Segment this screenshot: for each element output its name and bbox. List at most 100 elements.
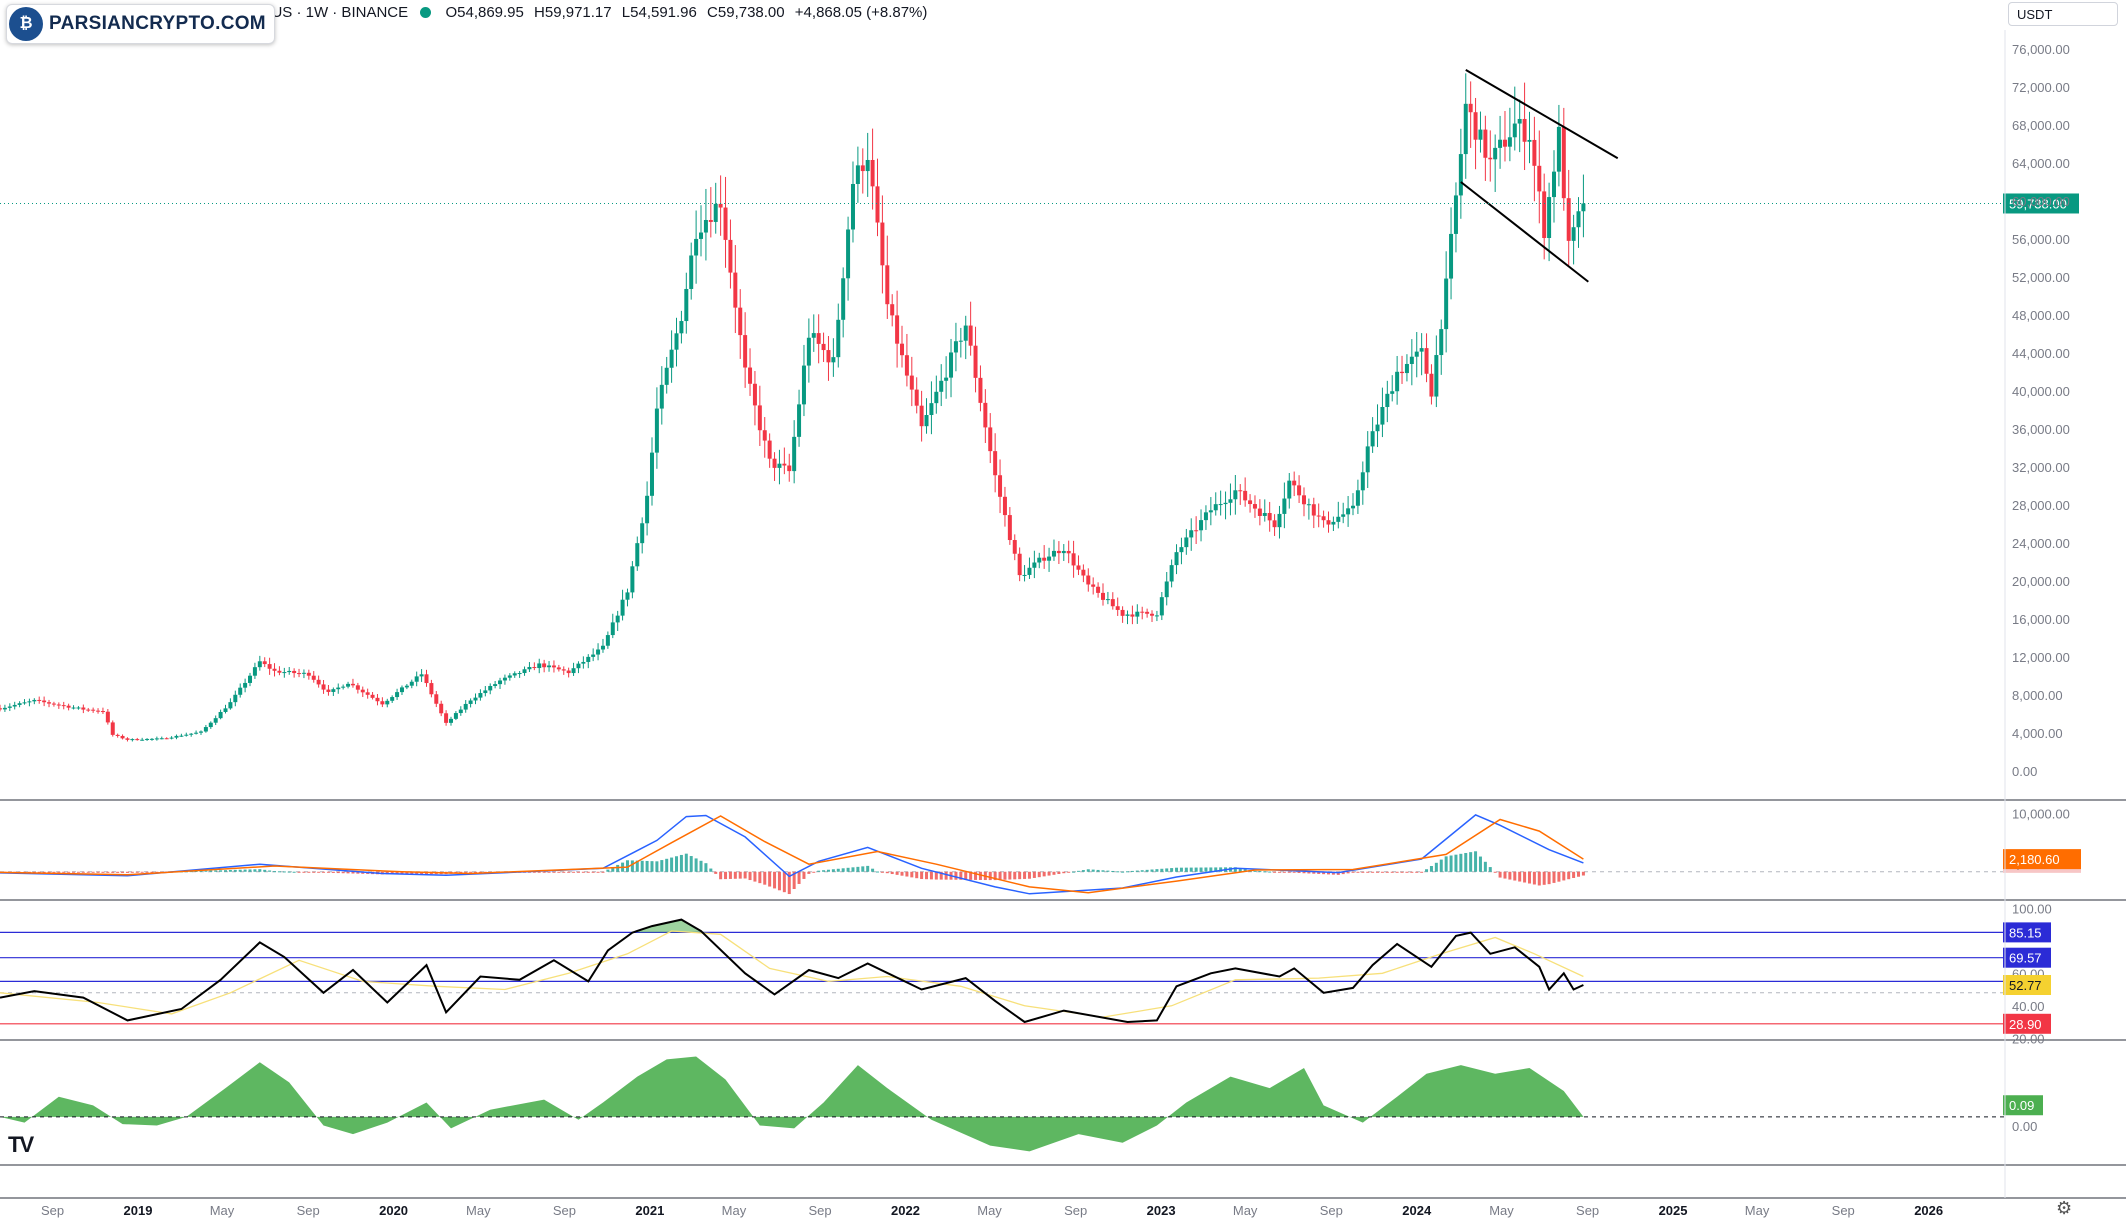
candle-body bbox=[1140, 611, 1145, 613]
candle-body bbox=[1419, 348, 1424, 352]
macd-histogram-bar bbox=[1537, 871, 1541, 886]
candle-body bbox=[757, 405, 762, 431]
candle-body bbox=[1194, 530, 1199, 532]
oscillator-value-label-bg bbox=[2003, 1095, 2043, 1116]
macd-histogram-bar bbox=[763, 871, 767, 885]
candle-body bbox=[1032, 562, 1037, 568]
oscillator-pane[interactable]: 0.00 0.09 bbox=[0, 1056, 2043, 1152]
candle-body bbox=[576, 663, 581, 669]
rsi-line bbox=[0, 918, 1584, 1024]
candle-body bbox=[1512, 123, 1517, 138]
macd-histogram-bar bbox=[988, 871, 992, 881]
candle-body bbox=[47, 702, 52, 704]
macd-histogram-bar bbox=[1420, 871, 1424, 873]
macd-histogram-bar bbox=[704, 863, 708, 872]
macd-histogram-bar bbox=[1513, 871, 1517, 881]
candle-body bbox=[1164, 581, 1169, 598]
macd-histogram-bar bbox=[871, 868, 875, 872]
time-tick-label: May bbox=[722, 1203, 747, 1218]
macd-histogram-bar bbox=[890, 871, 894, 875]
candle-body bbox=[934, 391, 939, 404]
macd-histogram-bar bbox=[135, 871, 139, 873]
macd-histogram-bar bbox=[738, 871, 742, 879]
candle-body bbox=[439, 703, 444, 714]
macd-histogram-bar bbox=[356, 871, 360, 874]
rsi-band-label-bg bbox=[2003, 974, 2051, 995]
candle-body bbox=[321, 684, 326, 690]
candle-body bbox=[1076, 565, 1081, 570]
macd-histogram-bar bbox=[836, 868, 840, 872]
candle-body bbox=[664, 367, 669, 385]
candle-body bbox=[625, 592, 630, 600]
macd-histogram-bar bbox=[684, 853, 688, 872]
candle-body bbox=[22, 702, 27, 704]
candle-body bbox=[1150, 613, 1155, 616]
candle-body bbox=[850, 183, 855, 230]
price-pane[interactable]: 59,738.00 76,000.00 72,000.00 68,000.00 64,0… bbox=[0, 42, 2079, 779]
macd-histogram-bar bbox=[111, 871, 115, 873]
candle-body bbox=[91, 709, 96, 711]
macd-histogram-bar bbox=[1483, 861, 1487, 872]
candle-body bbox=[130, 739, 135, 741]
candle-body bbox=[1507, 137, 1512, 147]
macd-histogram-bar bbox=[1072, 871, 1076, 873]
candle-body bbox=[1390, 391, 1395, 394]
time-tick-label: 2024 bbox=[1402, 1203, 1432, 1218]
candle-body bbox=[1184, 537, 1189, 548]
macd-histogram-bar bbox=[361, 871, 365, 874]
candle-body bbox=[649, 452, 654, 496]
candle-body bbox=[640, 523, 645, 544]
macd-histogram-bar bbox=[675, 856, 679, 872]
macd-histogram-bar bbox=[1067, 871, 1071, 873]
macd-histogram-bar bbox=[121, 871, 125, 873]
trendline bbox=[1460, 181, 1589, 283]
macd-histogram-bar bbox=[792, 871, 796, 889]
gear-icon[interactable]: ⚙ bbox=[2056, 1198, 2073, 1218]
macd-histogram-bar bbox=[1116, 871, 1120, 873]
candle-body bbox=[1463, 103, 1468, 155]
macd-histogram-bar bbox=[743, 871, 747, 879]
candle-body bbox=[581, 661, 586, 664]
parsiancrypto-logo-icon: ₿ bbox=[9, 7, 43, 41]
price-tick-label: 52,000.00 bbox=[2012, 270, 2070, 285]
macd-histogram-bar bbox=[733, 871, 737, 879]
rsi-pane[interactable]: 100.0060.0040.0020.0085.1569.5752.7728.9… bbox=[0, 901, 2052, 1046]
macd-histogram-bar bbox=[1086, 869, 1090, 872]
candle-body bbox=[463, 703, 468, 710]
macd-histogram-bar bbox=[532, 871, 536, 873]
candle-body bbox=[1532, 139, 1537, 166]
currency-selector[interactable]: USDT bbox=[2008, 2, 2118, 26]
candle-body bbox=[1169, 565, 1174, 582]
candle-body bbox=[1331, 521, 1336, 525]
price-tick-label: 12,000.00 bbox=[2012, 650, 2070, 665]
macd-histogram-bar bbox=[748, 871, 752, 881]
macd-histogram-bar bbox=[782, 871, 786, 893]
candle-body bbox=[855, 165, 860, 184]
candle-body bbox=[797, 404, 802, 437]
candle-body bbox=[110, 722, 115, 735]
rsi-band-label: 85.15 bbox=[2009, 925, 2042, 940]
candle-body bbox=[86, 709, 91, 711]
macd-histogram-bar bbox=[1076, 870, 1080, 872]
candle-body bbox=[1561, 126, 1566, 199]
candle-body bbox=[218, 711, 223, 719]
time-tick-label: Sep bbox=[1064, 1203, 1087, 1218]
macd-histogram-bar bbox=[1478, 856, 1482, 872]
candle-body bbox=[654, 408, 659, 453]
macd-histogram-bar bbox=[258, 869, 262, 872]
macd-histogram-bar bbox=[1351, 871, 1355, 873]
candle-body bbox=[365, 692, 370, 695]
candle-body bbox=[179, 735, 184, 737]
macd-histogram-bar bbox=[596, 871, 600, 873]
macd-histogram-bar bbox=[601, 871, 605, 873]
price-tick-label: 60,000.00 bbox=[2012, 194, 2070, 209]
candle-body bbox=[341, 686, 346, 688]
candle-body bbox=[963, 325, 968, 341]
candle-body bbox=[238, 687, 243, 695]
macd-histogram-bar bbox=[1233, 867, 1237, 872]
macd-histogram-bar bbox=[224, 870, 228, 872]
macd-histogram-bar bbox=[331, 871, 335, 873]
macd-pane[interactable]: 10,000.001,535.112,180.60 bbox=[0, 807, 2081, 895]
candle-body bbox=[885, 265, 890, 305]
